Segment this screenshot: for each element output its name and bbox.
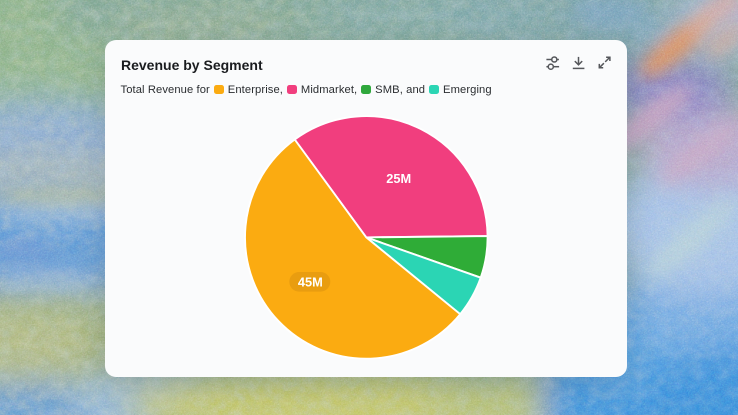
svg-text:45M: 45M xyxy=(298,274,323,289)
svg-text:25M: 25M xyxy=(386,171,411,186)
